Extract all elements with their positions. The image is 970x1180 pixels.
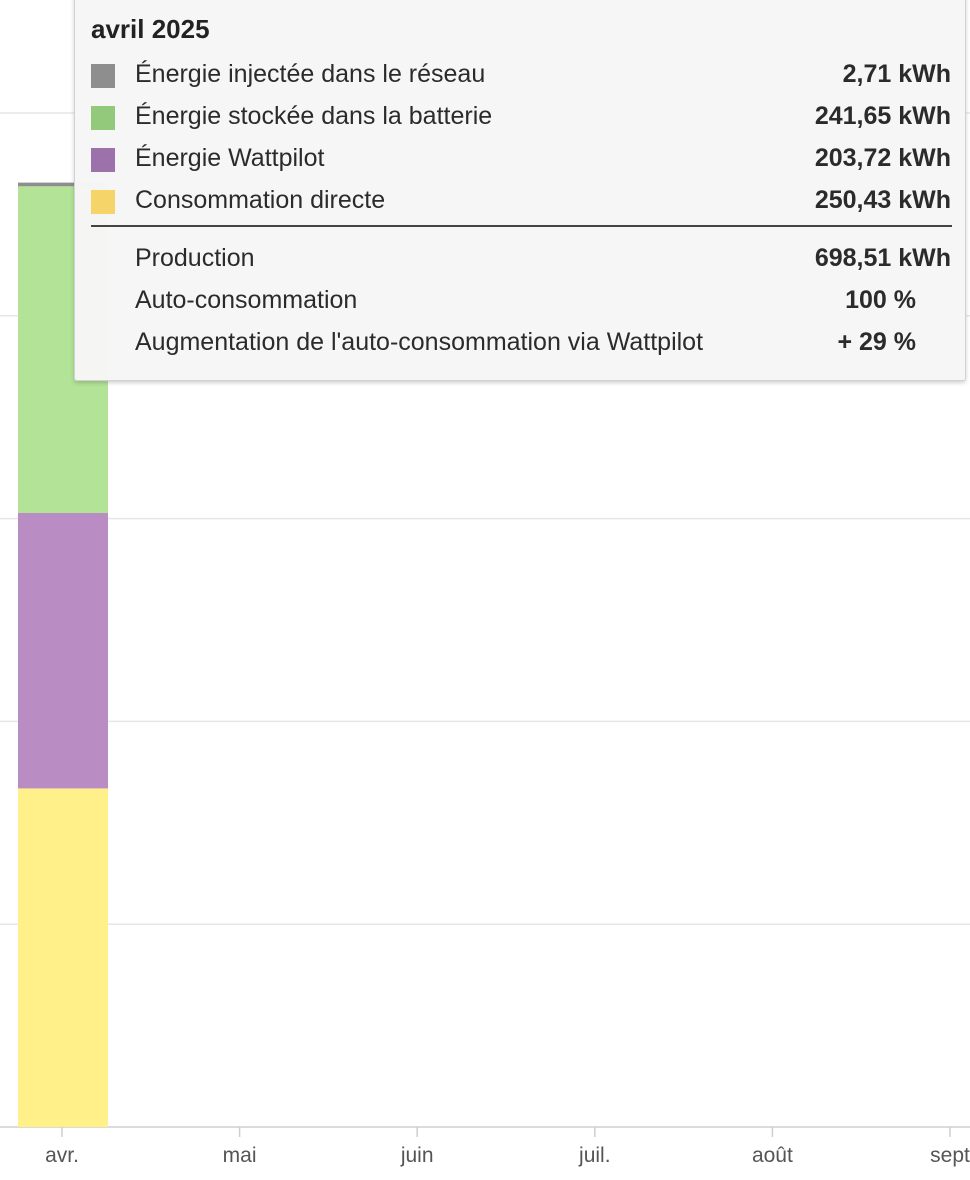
tooltip-summary-value: 100 % — [845, 286, 916, 314]
tooltip-value: 2,71 kWh — [842, 60, 951, 88]
tooltip-value: 250,43 kWh — [814, 186, 951, 214]
battery-swatch — [91, 106, 115, 130]
tooltip-row-self-consumption: Auto-consommation 100 % — [91, 281, 951, 323]
tooltip-label: Énergie Wattpilot — [135, 144, 325, 172]
tooltip-row-wattpilot: Énergie Wattpilot 203,72 kWh — [91, 139, 951, 181]
tooltip-label: Énergie injectée dans le réseau — [135, 60, 486, 88]
tooltip-value: 203,72 kWh — [814, 144, 951, 172]
tooltip-summary-value: + 29 % — [837, 328, 916, 356]
direct-consumption-swatch — [91, 190, 115, 214]
tooltip-row-production: Production 698,51 kWh — [91, 239, 951, 281]
x-tick-label: juin — [400, 1144, 434, 1167]
tooltip-divider — [91, 225, 952, 227]
x-tick-label: août — [751, 1144, 793, 1167]
tooltip-row-battery: Énergie stockée dans la batterie 241,65 … — [91, 97, 951, 139]
tooltip: avril 2025 Énergie injectée dans le rése… — [74, 0, 966, 381]
bar-segment-grid-export[interactable] — [18, 182, 108, 187]
tooltip-summary-label: Augmentation de l'auto-consommation via … — [135, 328, 704, 356]
grid-export-swatch — [91, 64, 115, 88]
tooltip-summary-value: 698,51 kWh — [814, 244, 951, 272]
tooltip-label: Consommation directe — [135, 186, 386, 214]
bar-segment-direct-consumption[interactable] — [18, 788, 108, 1127]
tooltip-summary-label: Auto-consommation — [135, 286, 358, 314]
tooltip-title: avril 2025 — [91, 14, 210, 44]
x-tick-label: sept — [930, 1144, 970, 1167]
wattpilot-swatch — [91, 148, 115, 172]
tooltip-row-direct-consumption: Consommation directe 250,43 kWh — [91, 181, 951, 223]
tooltip-summary-label: Production — [135, 244, 255, 272]
x-tick-label: avr. — [45, 1144, 79, 1167]
x-tick-label: juil. — [579, 1144, 611, 1167]
bar-segment-wattpilot[interactable] — [18, 512, 108, 789]
tooltip-value: 241,65 kWh — [814, 102, 951, 130]
tooltip-label: Énergie stockée dans la batterie — [135, 102, 493, 130]
tooltip-row-wattpilot-increase: Augmentation de l'auto-consommation via … — [91, 323, 951, 365]
tooltip-row-grid-export: Énergie injectée dans le réseau 2,71 kWh — [91, 55, 951, 97]
x-tick-label: mai — [222, 1144, 257, 1167]
